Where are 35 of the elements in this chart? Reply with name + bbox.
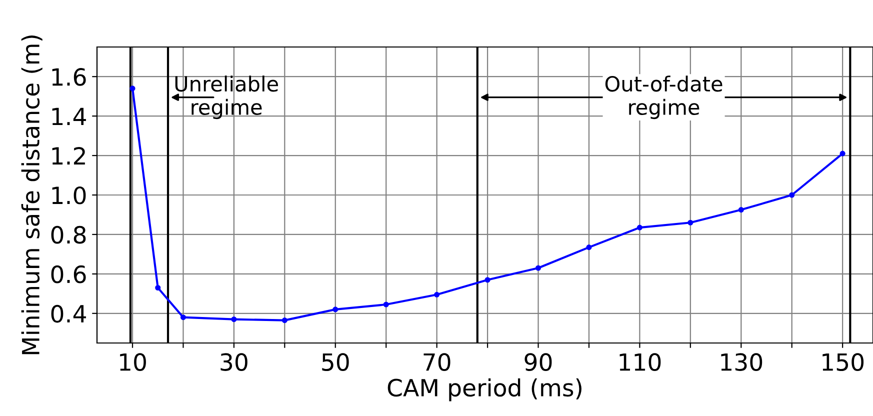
point [586, 244, 592, 250]
point [180, 314, 186, 320]
point [840, 150, 846, 156]
x-tick-label: 50 [322, 353, 349, 371]
y-tick-label: 0.8 [51, 226, 86, 244]
point [155, 284, 161, 291]
point [535, 265, 542, 271]
point [332, 306, 338, 312]
x-tick-label: 30 [220, 353, 248, 371]
y-tick-label: 1.0 [52, 186, 86, 204]
y-tick-label: 1.4 [52, 108, 86, 126]
y-tick-label: 0.6 [51, 265, 86, 284]
y-tick-label: 1.6 [52, 68, 86, 86]
point [738, 207, 744, 213]
y-tick-label: 1.2 [52, 146, 85, 165]
annotation: Unreliable regime [175, 76, 278, 120]
x-tick-label: 130 [721, 353, 762, 371]
point [484, 277, 490, 283]
x-axis-title: CAM period (ms) [388, 378, 582, 402]
x-tick-label: 90 [524, 353, 552, 371]
x-tick-label: 110 [620, 353, 661, 371]
point [231, 316, 237, 322]
point [434, 292, 440, 298]
x-tick-label: 10 [120, 353, 146, 371]
x-tick-label: 150 [822, 353, 864, 371]
point [282, 318, 288, 324]
point [688, 220, 694, 226]
point [789, 192, 795, 198]
point [636, 224, 642, 230]
point [130, 86, 136, 92]
annotation: Out-of-date regime [605, 76, 722, 120]
y-tick-label: 0.4 [51, 304, 86, 323]
x-tick-label: 70 [424, 353, 450, 371]
y-axis-title: Minimum safe distance (m) [21, 36, 42, 354]
point [383, 302, 389, 308]
